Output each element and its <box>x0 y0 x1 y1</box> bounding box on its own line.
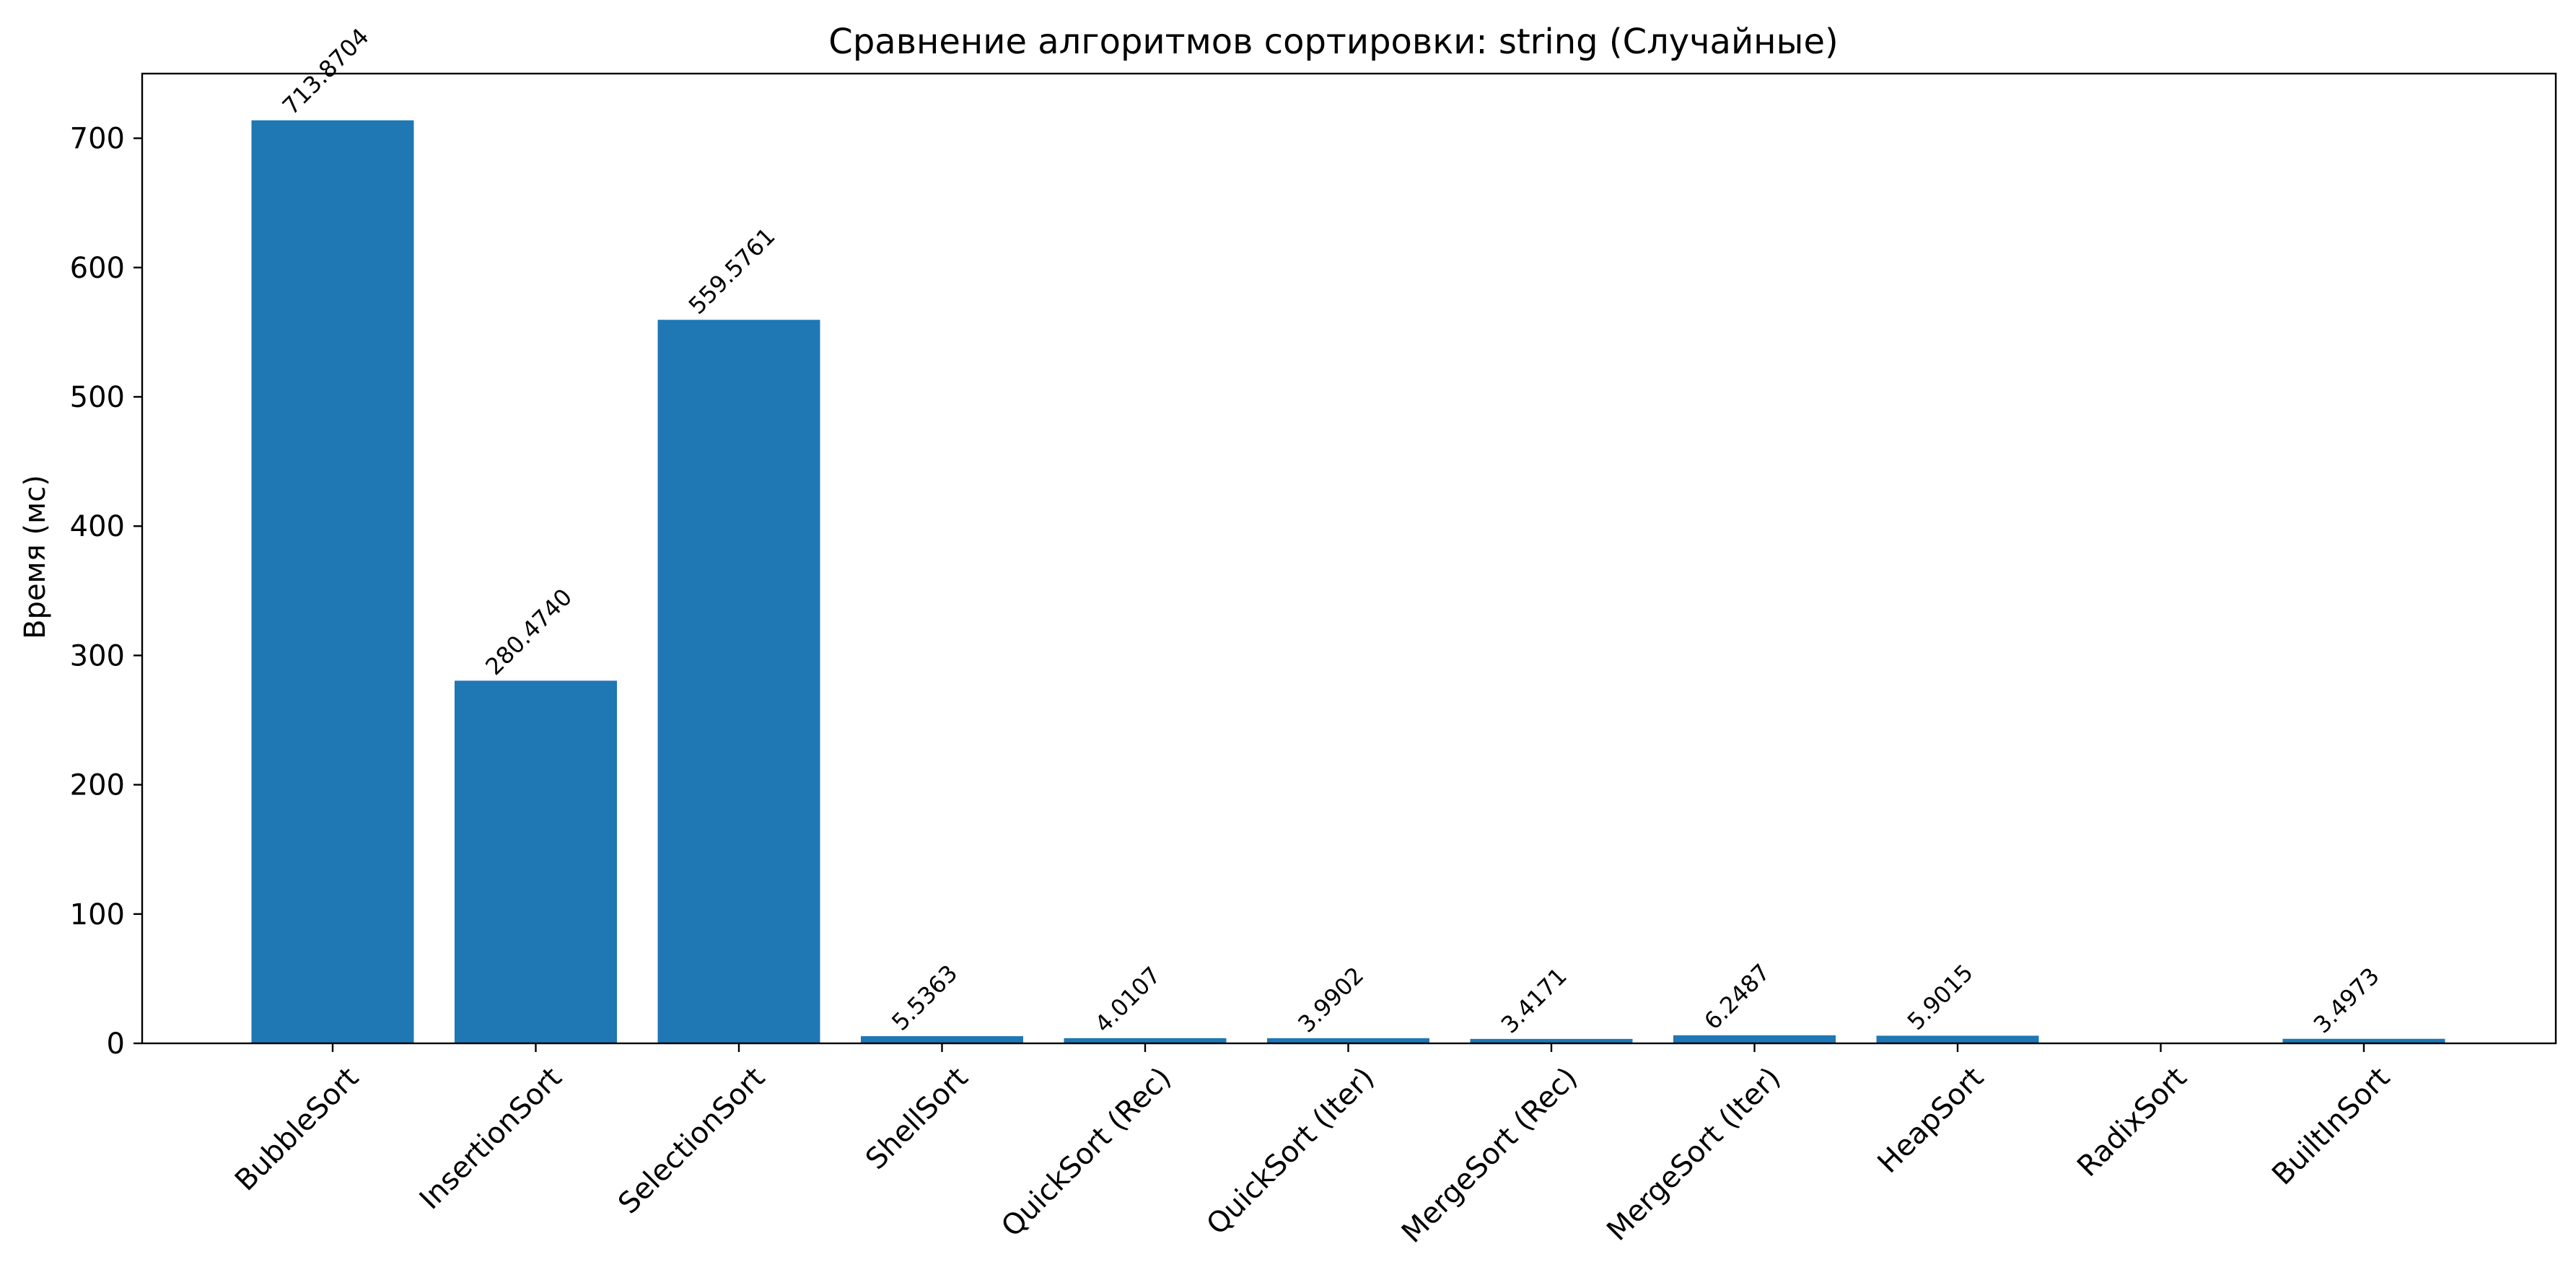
bar <box>1876 1035 2039 1043</box>
bar <box>1470 1038 1633 1043</box>
bar <box>1673 1035 1836 1043</box>
y-tick-label: 500 <box>70 381 125 414</box>
bar <box>251 120 414 1043</box>
y-axis-title: Время (мс) <box>19 475 52 639</box>
bar <box>657 320 820 1043</box>
bar <box>861 1036 1023 1043</box>
y-tick-label: 400 <box>70 510 125 543</box>
bar <box>1064 1038 1227 1043</box>
bar <box>455 680 617 1043</box>
bars-group <box>251 120 2445 1043</box>
bar <box>1267 1038 1429 1043</box>
y-tick-label: 200 <box>70 769 125 802</box>
chart-title: Сравнение алгоритмов сортировки: string … <box>828 22 1838 62</box>
y-axis: 0 100 200 300 400 500 600 700 <box>70 123 142 1061</box>
y-tick-label: 700 <box>70 123 125 156</box>
y-tick-label: 600 <box>70 252 125 285</box>
y-tick-label: 100 <box>70 898 125 931</box>
y-tick-label: 300 <box>70 639 125 672</box>
y-tick-label: 0 <box>107 1027 125 1061</box>
bar <box>2282 1038 2445 1043</box>
